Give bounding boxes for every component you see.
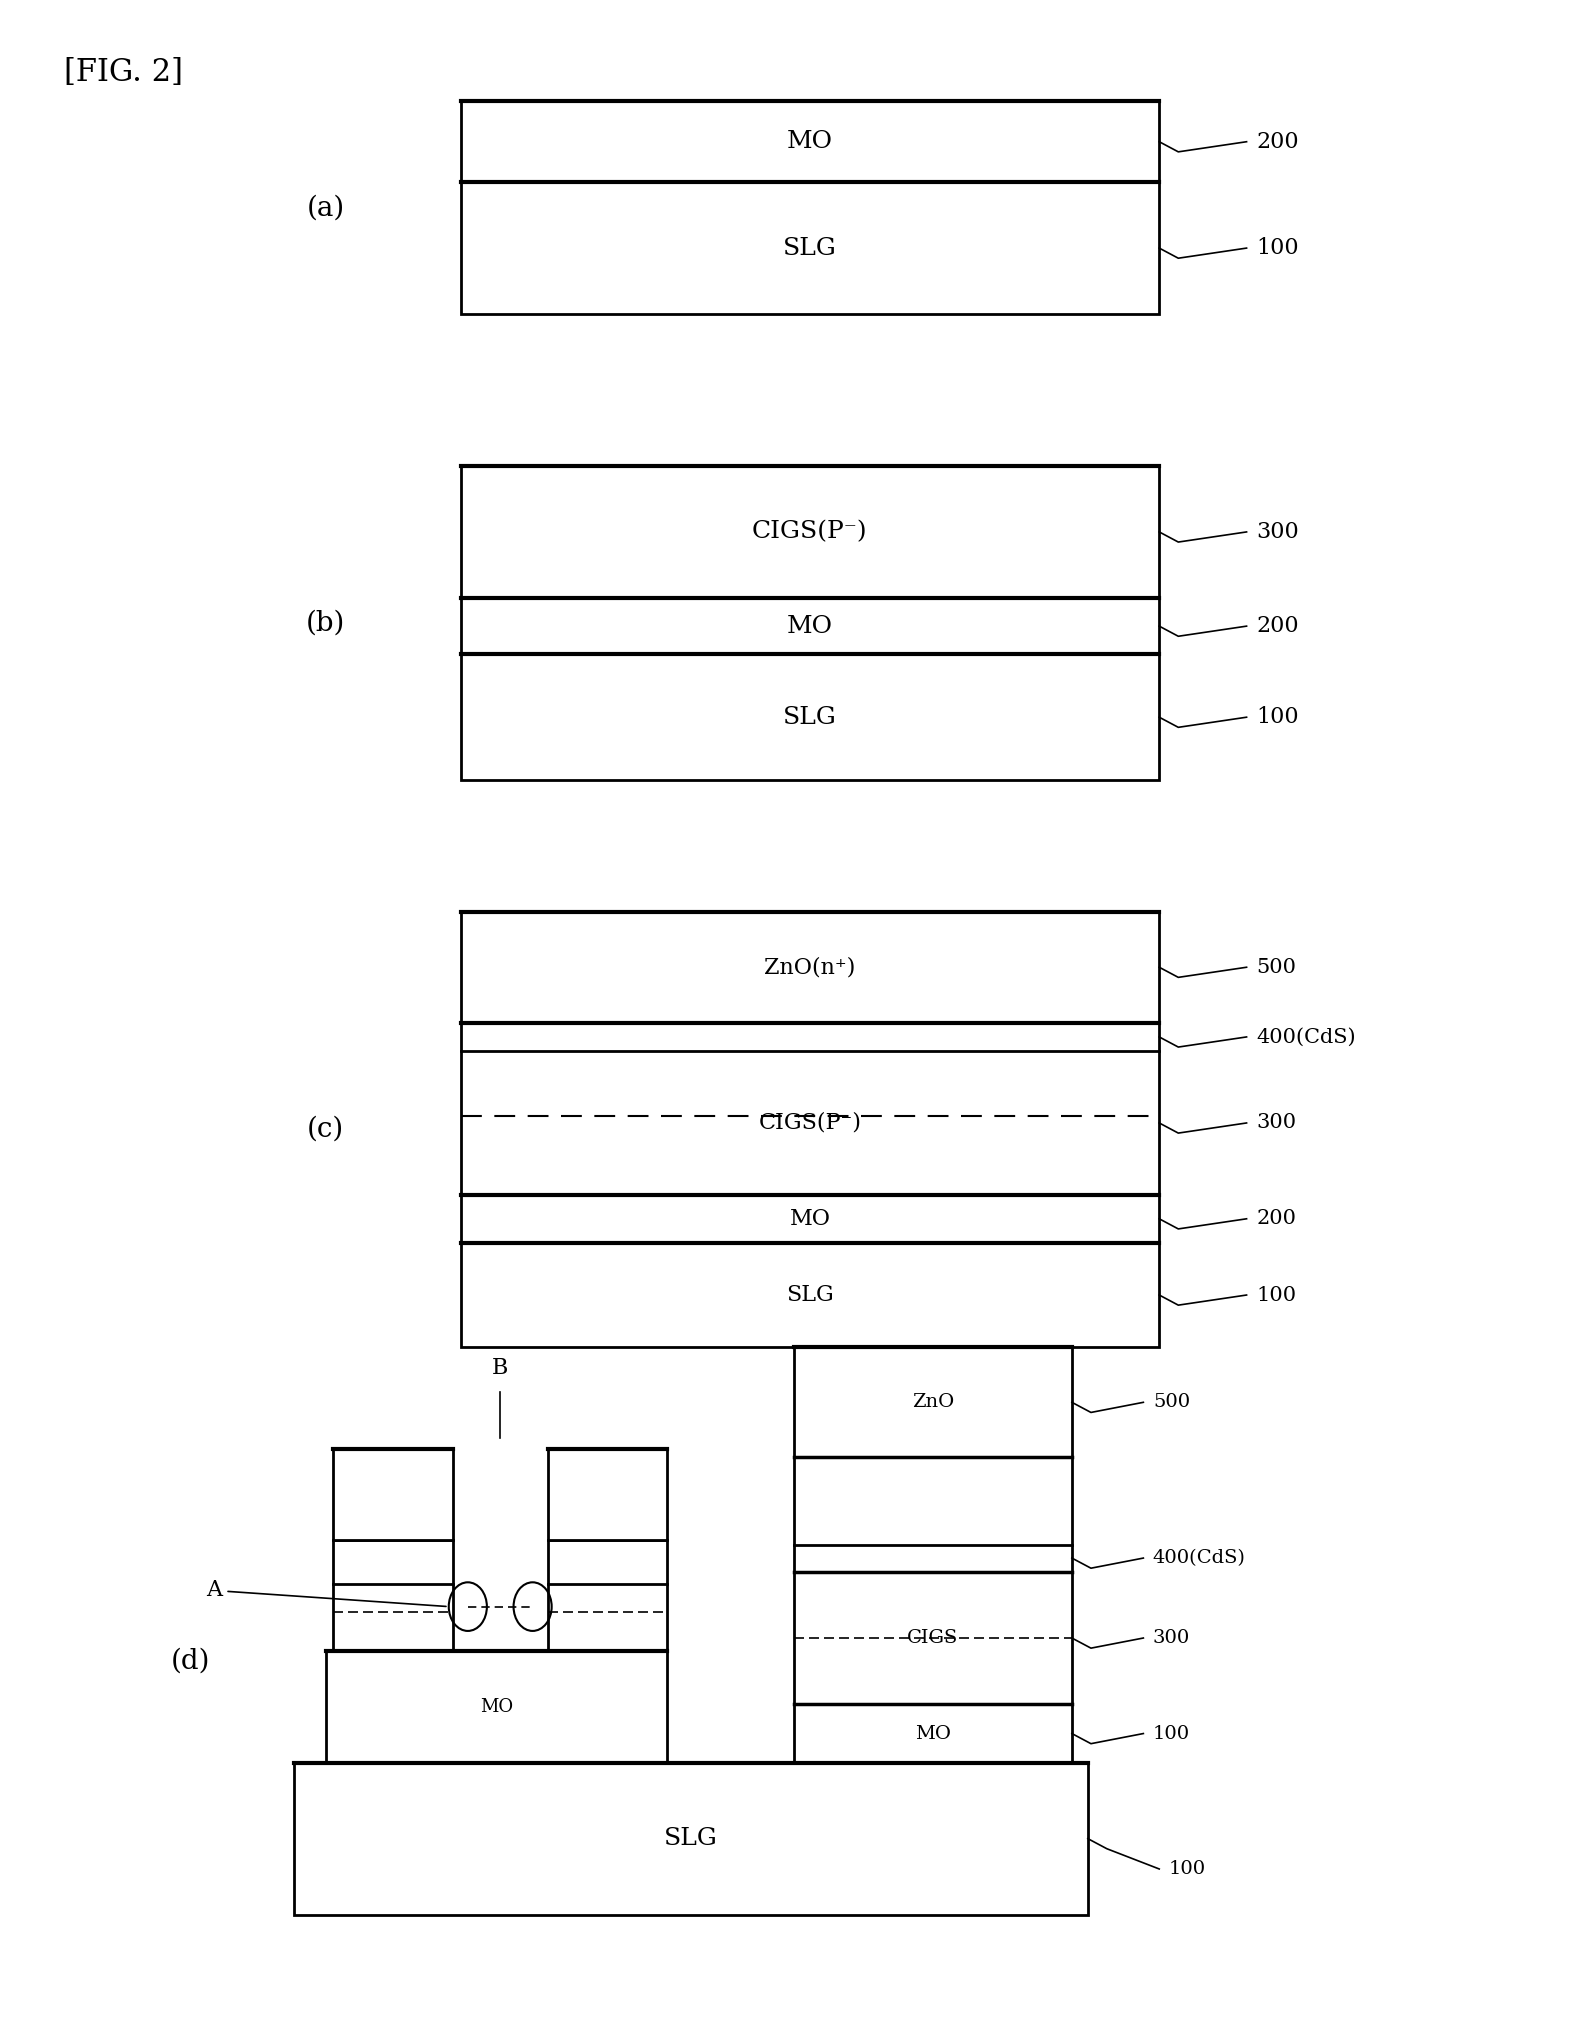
Text: 100: 100: [1256, 1287, 1296, 1305]
Bar: [461, 912, 1159, 1347]
Text: CIGS(P⁻): CIGS(P⁻): [759, 1112, 861, 1135]
Text: MO: MO: [915, 1724, 951, 1742]
Text: MO: MO: [480, 1698, 513, 1716]
Bar: [461, 466, 1159, 780]
Text: 300: 300: [1256, 521, 1299, 543]
Bar: [294, 1763, 1088, 1915]
Text: [FIG. 2]: [FIG. 2]: [64, 57, 183, 87]
Text: 100: 100: [1169, 1860, 1205, 1878]
Text: CIGS: CIGS: [907, 1629, 959, 1647]
Text: 200: 200: [1256, 616, 1299, 636]
Bar: [461, 101, 1159, 314]
Text: SLG: SLG: [786, 1284, 834, 1307]
Text: SLG: SLG: [664, 1827, 718, 1850]
Text: 300: 300: [1153, 1629, 1189, 1647]
Text: 500: 500: [1256, 958, 1296, 977]
Text: (c): (c): [306, 1116, 345, 1143]
Text: 200: 200: [1256, 132, 1299, 152]
Bar: [326, 1651, 667, 1763]
Text: 100: 100: [1256, 707, 1299, 727]
Text: ZnO: ZnO: [912, 1394, 954, 1412]
Text: ZnO(n⁺): ZnO(n⁺): [764, 956, 856, 979]
Text: SLG: SLG: [783, 705, 837, 729]
Bar: [548, 1449, 667, 1540]
Text: MO: MO: [789, 1207, 831, 1230]
Bar: [333, 1449, 453, 1540]
Bar: [548, 1540, 667, 1651]
Text: A: A: [206, 1580, 446, 1607]
Text: MO: MO: [788, 614, 832, 638]
Text: B: B: [492, 1357, 508, 1378]
Text: 200: 200: [1256, 1210, 1296, 1228]
Text: SLG: SLG: [783, 237, 837, 259]
Text: CIGS(P⁻): CIGS(P⁻): [753, 521, 867, 543]
Bar: [794, 1347, 1072, 1763]
Text: 100: 100: [1256, 237, 1299, 259]
Text: MO: MO: [788, 130, 832, 154]
Bar: [333, 1540, 453, 1651]
Text: 100: 100: [1153, 1724, 1189, 1742]
Text: 400(CdS): 400(CdS): [1153, 1550, 1245, 1566]
Text: (a): (a): [306, 194, 345, 221]
Text: 500: 500: [1153, 1394, 1189, 1412]
Text: 300: 300: [1256, 1114, 1296, 1133]
Text: 400(CdS): 400(CdS): [1256, 1027, 1356, 1047]
Text: (d): (d): [172, 1647, 210, 1676]
Text: (b): (b): [306, 610, 345, 636]
